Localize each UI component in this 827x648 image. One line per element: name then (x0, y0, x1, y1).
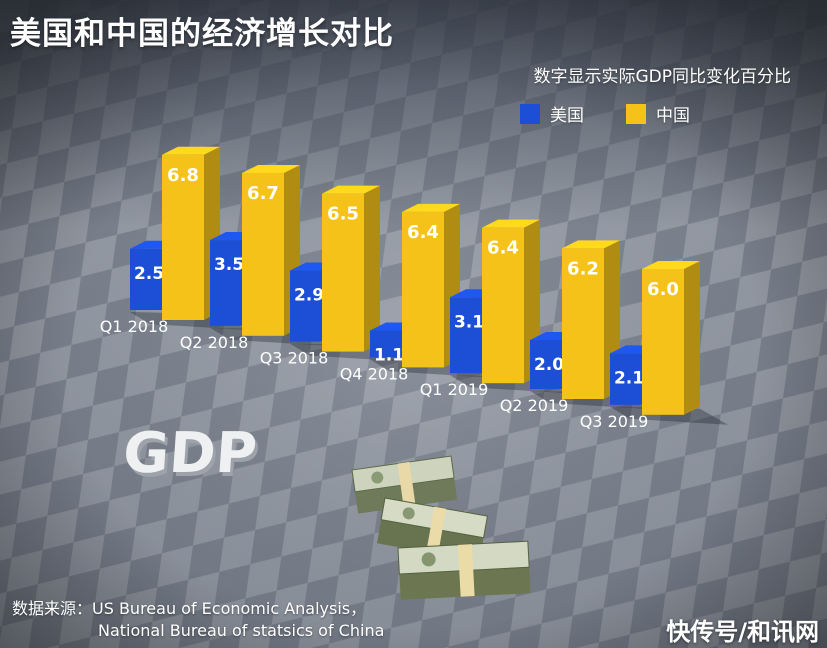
data-label-china-5: 6.4 (487, 238, 519, 259)
legend-item-china: 中国 (626, 101, 690, 126)
bar-china-2-top (242, 164, 300, 173)
category-label-3: Q3 2018 (260, 349, 329, 368)
legend-item-us: 美国 (520, 101, 584, 126)
watermark: 快传号/和讯网 (666, 618, 819, 646)
bar-china-3-front (322, 193, 364, 352)
data-label-us-4: 1.1 (374, 345, 404, 365)
data-label-us-1: 2.5 (134, 264, 164, 284)
bar-china-6-top (562, 240, 620, 249)
bar-china-7-front (642, 269, 684, 415)
bar-china-5-front (482, 227, 524, 384)
legend-swatch-us (520, 103, 540, 124)
data-label-us-6: 2.0 (534, 355, 564, 375)
bar-china-6 (562, 240, 620, 399)
bar-china-6-front (562, 248, 604, 399)
bar-china-2-front (242, 172, 284, 336)
category-label-2: Q2 2018 (180, 333, 249, 352)
bar-china-1 (162, 146, 220, 320)
source-line-1: 数据来源：US Bureau of Economic Analysis， (12, 599, 367, 618)
gdp-3d-letters: GDP GDP (121, 421, 262, 490)
bar-china-7-side (684, 261, 700, 415)
data-label-china-4: 6.4 (407, 222, 439, 243)
chart-subtitle: 数字显示实际GDP同比变化百分比 (533, 67, 791, 87)
chart-title: 美国和中国的经济增长对比 (10, 16, 394, 52)
legend-swatch-china (626, 103, 646, 124)
category-label-1: Q1 2018 (100, 317, 169, 336)
data-label-china-6: 6.2 (567, 258, 599, 279)
money-stack-icon (351, 455, 531, 600)
category-label-5: Q1 2019 (420, 380, 489, 399)
legend-label-us: 美国 (550, 106, 584, 126)
data-label-china-1: 6.8 (167, 165, 199, 186)
bar-us-3-front (290, 270, 328, 342)
bar-china-5-top (482, 219, 540, 228)
data-label-china-7: 6.0 (647, 279, 679, 300)
gdp-letters: GDP (121, 421, 259, 486)
bar-china-1-top (162, 146, 220, 155)
bar-us-2-front (210, 240, 248, 326)
bar-us-4-front (370, 330, 408, 358)
bar-us-5-front (450, 297, 488, 374)
bar-china-3-side (364, 185, 380, 352)
bar-shadow (610, 406, 728, 425)
bar-china-3-top (322, 185, 380, 194)
bar-china-7-top (642, 261, 700, 269)
bar-china-4-front (402, 211, 444, 368)
legend-label-china: 中国 (656, 106, 690, 126)
bar-china-7 (642, 261, 700, 415)
bar-us-1-front (130, 248, 168, 310)
bar-us-6-front (530, 340, 568, 389)
legend: 美国 中国 (520, 101, 690, 126)
data-label-china-2: 6.7 (247, 183, 279, 204)
data-source: 数据来源：US Bureau of Economic Analysis， Nat… (12, 598, 384, 642)
data-label-us-2: 3.5 (214, 255, 244, 275)
bar-us-7-front (610, 353, 648, 405)
category-label-4: Q4 2018 (340, 364, 409, 383)
bars-layer: 2.5 6.8 Q1 2018 3.5 6.7 Q2 2018 2.9 6.5 Q3 2018 1… (100, 146, 728, 431)
category-label-6: Q2 2019 (500, 396, 569, 415)
bar-china-3 (322, 185, 380, 352)
gdp-letters-shadow: GDP (124, 425, 262, 490)
bar-china-1-front (162, 154, 204, 320)
data-label-china-3: 6.5 (327, 204, 359, 225)
data-label-us-7: 2.1 (614, 368, 644, 388)
source-line-2: National Bureau of statsics of China (98, 621, 385, 640)
data-label-us-3: 2.9 (294, 286, 324, 306)
bar-china-4-top (402, 203, 460, 212)
bar-china-5 (482, 219, 540, 384)
category-label-7: Q3 2019 (580, 412, 649, 431)
data-label-us-5: 3.1 (454, 312, 484, 332)
